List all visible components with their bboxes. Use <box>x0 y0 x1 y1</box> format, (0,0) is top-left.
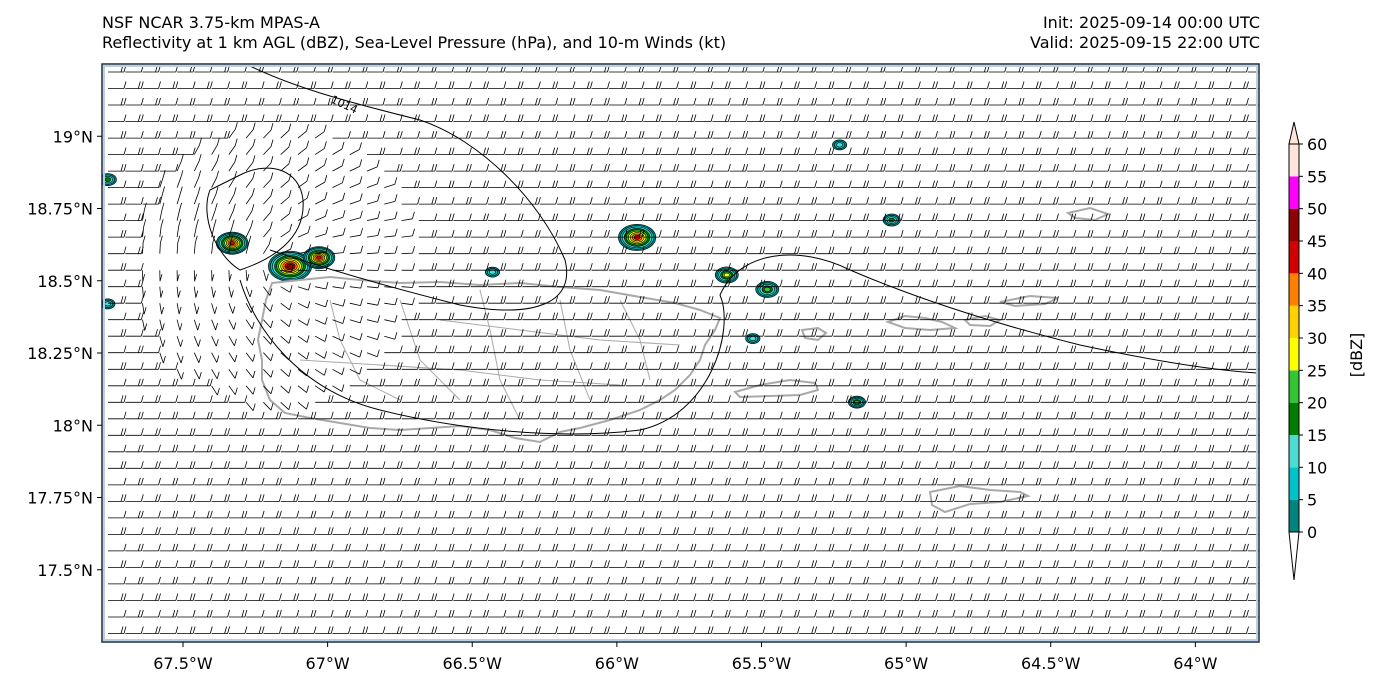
isobar-loop <box>206 167 304 271</box>
colorbar-segment <box>1289 273 1299 306</box>
colorbar-segment <box>1289 144 1299 177</box>
colorbar-tick-label: 45 <box>1307 232 1327 251</box>
colorbar-tick-label: 5 <box>1307 491 1317 510</box>
colorbar-tick-label: 0 <box>1307 523 1317 542</box>
colorbar-tick-label: 20 <box>1307 394 1327 413</box>
sea-edge <box>103 65 1258 641</box>
colorbar-segment <box>1289 370 1299 403</box>
lon-label: 64°W <box>1173 654 1217 673</box>
colorbar: 0 5 10 15 20 25 30 35 40 45 50 55 60 <box>1288 121 1327 581</box>
lat-label: 19°N <box>53 127 93 146</box>
reflectivity-contour <box>763 286 771 292</box>
colorbar-segment <box>1289 467 1299 500</box>
latitude-labels: 19°N 18.75°N 18.5°N 18.25°N 18°N 17.75°N 17.5°… <box>27 127 102 580</box>
colorbar-segment <box>1289 176 1299 209</box>
colorbar-segment <box>1289 241 1299 274</box>
map-layers: 1014 <box>102 64 1259 634</box>
lat-label: 18.25°N <box>27 344 93 363</box>
colorbar-tick-label: 15 <box>1307 426 1327 445</box>
reflectivity-contour <box>316 255 322 260</box>
reflectivity-contour <box>104 177 111 182</box>
lon-label: 64.5°W <box>1021 654 1081 673</box>
lat-label: 18.5°N <box>37 272 93 291</box>
wind-barbs <box>108 64 1259 634</box>
lat-label: 18.75°N <box>27 200 93 219</box>
colorbar-tick-label: 30 <box>1307 329 1327 348</box>
title-line2: Reflectivity at 1 km AGL (dBZ), Sea-Leve… <box>102 33 727 52</box>
colorbar-max-extend <box>1288 121 1300 145</box>
interior-boundaries <box>299 289 681 421</box>
map-title: NSF NCAR 3.75-km MPAS-A Reflectivity at … <box>102 13 726 53</box>
time-info: Init: 2025-09-14 00:00 UTC Valid: 2025-0… <box>1030 13 1260 53</box>
colorbar-tick-label: 10 <box>1307 458 1327 477</box>
reflectivity-contour <box>888 217 895 223</box>
reflectivity-contour <box>836 142 843 148</box>
colorbar-tick-label: 55 <box>1307 167 1327 186</box>
reflectivity-contour <box>104 301 112 307</box>
lon-label: 66°W <box>595 654 639 673</box>
st-john-coastline <box>962 314 1003 328</box>
reflectivity-contour <box>723 272 730 278</box>
colorbar-tick-label: 40 <box>1307 264 1327 283</box>
colorbar-segment <box>1289 402 1299 435</box>
valid-time: Valid: 2025-09-15 22:00 UTC <box>1029 33 1260 52</box>
longitude-labels: 67.5°W 67°W 66.5°W 66°W 65.5°W 65°W 64.5°W 64°W <box>153 642 1218 673</box>
colorbar-segment <box>1289 208 1299 241</box>
anegada-coastline <box>1065 206 1111 222</box>
colorbar-segment <box>1289 435 1299 468</box>
colorbar-min-extend <box>1288 531 1300 581</box>
colorbar-tick-label: 50 <box>1307 200 1327 219</box>
colorbar-segment <box>1289 499 1299 532</box>
lat-label: 17.75°N <box>27 489 93 508</box>
wind-barbs-layer <box>108 64 1259 634</box>
vieques-coastline <box>733 378 820 399</box>
lon-label: 65°W <box>884 654 928 673</box>
st-thomas-coastline <box>884 314 959 332</box>
lon-label: 67°W <box>306 654 350 673</box>
colorbar-segment <box>1289 338 1299 371</box>
colorbar-label: [dBZ] <box>1347 333 1366 378</box>
lat-label: 18°N <box>53 416 93 435</box>
lon-label: 67.5°W <box>153 654 213 673</box>
reflectivity-contour <box>749 336 757 342</box>
lat-label: 17.5°N <box>37 561 93 580</box>
isobar-south <box>239 254 1258 435</box>
lon-label: 65.5°W <box>732 654 792 673</box>
title-line1: NSF NCAR 3.75-km MPAS-A <box>102 13 320 32</box>
tortola-coastline <box>999 294 1059 308</box>
reflectivity-contour <box>286 263 294 269</box>
colorbar-tick-label: 35 <box>1307 297 1327 316</box>
colorbar-tick-label: 60 <box>1307 135 1327 154</box>
puerto-rico-coastline <box>256 275 722 444</box>
colorbar-tick-label: 25 <box>1307 361 1327 380</box>
st-croix-coastline <box>928 484 1031 514</box>
lon-label: 66.5°W <box>443 654 503 673</box>
coastline-layer <box>256 206 1111 514</box>
colorbar-segment <box>1289 305 1299 338</box>
init-time: Init: 2025-09-14 00:00 UTC <box>1042 13 1260 32</box>
